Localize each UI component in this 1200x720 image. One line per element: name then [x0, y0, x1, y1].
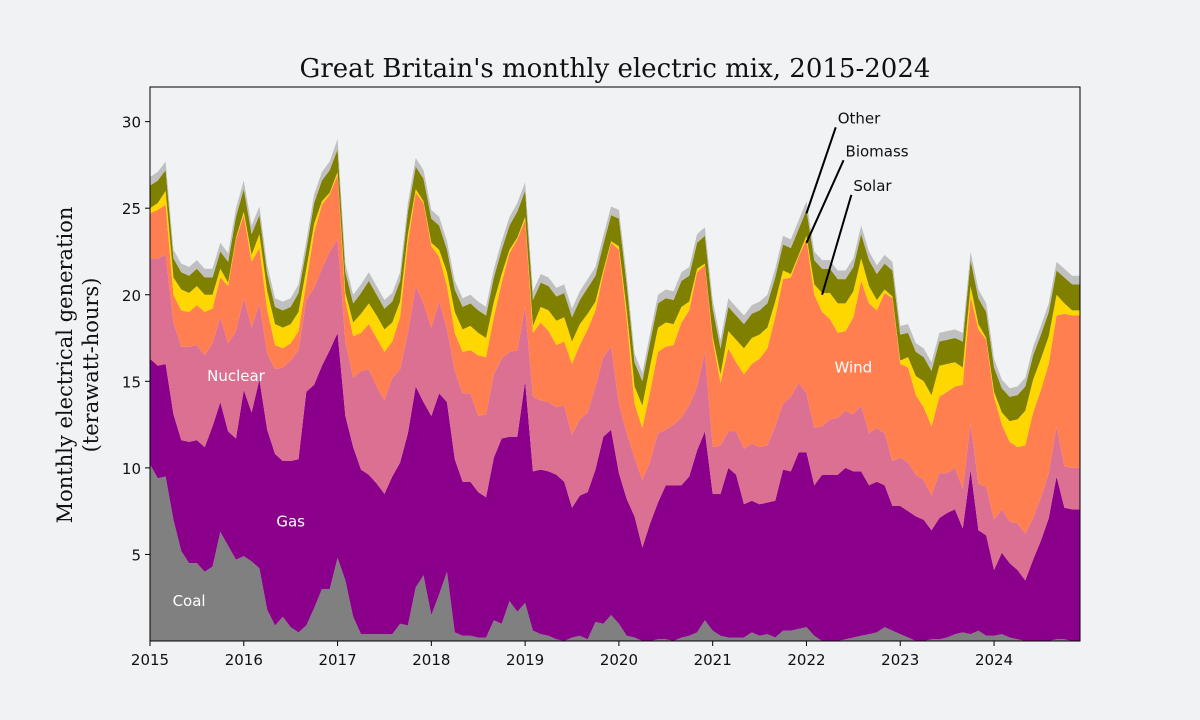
y-tick-label: 25: [122, 200, 141, 218]
callout-label-biomass: Biomass: [846, 142, 909, 160]
label-gas: Gas: [276, 513, 305, 531]
label-nuclear: Nuclear: [207, 367, 266, 385]
x-tick-label: 2019: [506, 651, 544, 669]
area-wind: [150, 175, 1080, 534]
y-tick-label: 30: [122, 114, 141, 132]
callout-line-other: [805, 127, 837, 214]
y-axis-label-line2: (terawatt-hours): [79, 278, 103, 453]
area-coal: [150, 464, 1080, 641]
x-tick-label: 2022: [787, 651, 825, 669]
x-axis: 2015 2016 2017 2018 2019 2020 2021 2022 2023 2024: [131, 641, 1013, 669]
x-tick-label: 2017: [318, 651, 356, 669]
y-tick-label: 15: [122, 373, 141, 391]
x-tick-label: 2024: [975, 651, 1013, 669]
x-tick-label: 2015: [131, 651, 169, 669]
inline-series-labels: Coal Gas Nuclear Wind: [173, 358, 873, 610]
label-coal: Coal: [173, 592, 206, 610]
x-tick-label: 2016: [225, 651, 263, 669]
y-axis: 5 10 15 20 25 30: [122, 114, 150, 564]
chart-title: Great Britain's monthly electric mix, 20…: [300, 54, 931, 84]
area-gas: [150, 332, 1080, 641]
callout-line-biomass: [805, 159, 845, 244]
y-tick-label: 20: [122, 287, 141, 305]
y-tick-label: 5: [131, 546, 141, 564]
area-biomass: [150, 149, 1080, 422]
x-tick-label: 2018: [412, 651, 450, 669]
x-tick-label: 2020: [600, 651, 638, 669]
y-axis-label: Monthly electrical generation (terawatt-…: [53, 207, 103, 524]
callout-label-solar: Solar: [853, 177, 892, 195]
area-nuclear: [150, 239, 1080, 581]
label-wind: Wind: [835, 358, 873, 376]
plot-frame: [149, 86, 1081, 642]
area-solar: [150, 171, 1080, 448]
stacked-areas: [150, 138, 1080, 641]
callout-line-solar: [821, 194, 853, 296]
y-axis-label-line1: Monthly electrical generation: [53, 207, 77, 524]
x-tick-label: 2021: [694, 651, 732, 669]
callout-label-other: Other: [838, 109, 881, 127]
y-tick-label: 10: [122, 460, 141, 478]
x-tick-label: 2023: [881, 651, 919, 669]
callout-annotations: Other Biomass Solar: [805, 109, 909, 296]
